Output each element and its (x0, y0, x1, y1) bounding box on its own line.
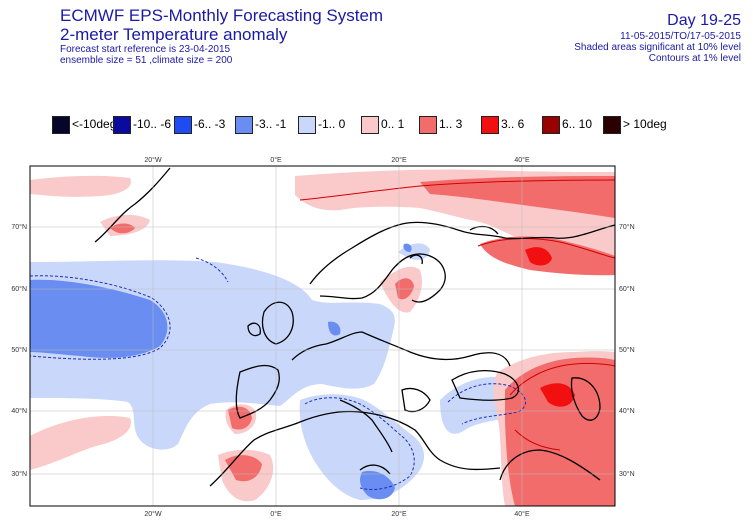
legend-swatch (298, 116, 316, 134)
contour-note: Contours at 1% level (648, 53, 741, 64)
lon-tick-label-top: 20°E (391, 156, 407, 164)
day-range: Day 19-25 (667, 12, 741, 29)
lat-tick-label-right: 60°N (619, 285, 635, 293)
map-grid (30, 166, 615, 506)
legend-swatch (113, 116, 131, 134)
significance-contours-positive (299, 179, 615, 451)
lat-tick-label-left: 60°N (11, 285, 27, 293)
legend-swatch (603, 116, 621, 134)
legend-label: -10.. -6 (133, 117, 172, 131)
lon-tick-label-bottom: 40°E (514, 510, 530, 518)
legend-label: 6.. 10 (562, 117, 593, 131)
lon-tick-label-top: 40°E (514, 156, 530, 164)
lon-tick-label-bottom: 20°W (144, 510, 162, 518)
lon-tick-label-bottom: 0°E (270, 510, 282, 518)
legend-label: 1.. 3 (439, 117, 463, 131)
map-frame (29, 165, 616, 507)
chart-subtitle: 2-meter Temperature anomaly (60, 25, 288, 44)
lat-tick-label-right: 50°N (619, 346, 635, 354)
legend-label: -3.. -1 (255, 117, 287, 131)
legend-swatch (235, 116, 253, 134)
lon-tick-label-bottom: 20°E (391, 510, 407, 518)
chart-title: ECMWF EPS-Monthly Forecasting System (60, 6, 384, 25)
ensemble-size: ensemble size = 51 ,climate size = 200 (60, 55, 233, 66)
lat-tick-label-right: 30°N (619, 470, 635, 478)
legend-swatch (361, 116, 379, 134)
legend-label: 3.. 6 (501, 117, 525, 131)
lat-tick-label-left: 40°N (11, 407, 27, 415)
lat-tick-label-right: 40°N (619, 407, 635, 415)
legend-label: -1.. 0 (318, 117, 346, 131)
map-ticks: 20°W 20°W 0°E 0°E 20°E 20°E 40°E 40°E 70°N 70°N 60… (11, 156, 634, 518)
legend-swatch (419, 116, 437, 134)
forecast-reference: Forecast start reference is 23-04-2015 (60, 44, 231, 55)
lon-tick-label-top: 20°W (144, 156, 162, 164)
lat-tick-label-right: 70°N (619, 223, 635, 231)
legend-label: -6.. -3 (194, 117, 226, 131)
significance-contours-negative (30, 257, 526, 490)
anomaly-fill-pos-medium (110, 176, 615, 506)
coastlines (94, 167, 615, 487)
legend-swatch (174, 116, 192, 134)
legend-swatch (52, 116, 70, 134)
legend-swatch (542, 116, 560, 134)
lat-tick-label-left: 30°N (11, 470, 27, 478)
lat-tick-label-left: 50°N (11, 346, 27, 354)
anomaly-fill-pos-strong (525, 247, 575, 407)
legend-label: <-10deg (72, 117, 117, 131)
lat-tick-label-left: 70°N (11, 223, 27, 231)
legend-swatch (481, 116, 499, 134)
shading-note: Shaded areas significant at 10% level (574, 42, 741, 53)
legend-label: 0.. 1 (381, 117, 405, 131)
valid-period: 11-05-2015/TO/17-05-2015 (620, 31, 741, 42)
lon-tick-label-top: 0°E (270, 156, 282, 164)
legend-label: > 10deg (623, 117, 667, 131)
